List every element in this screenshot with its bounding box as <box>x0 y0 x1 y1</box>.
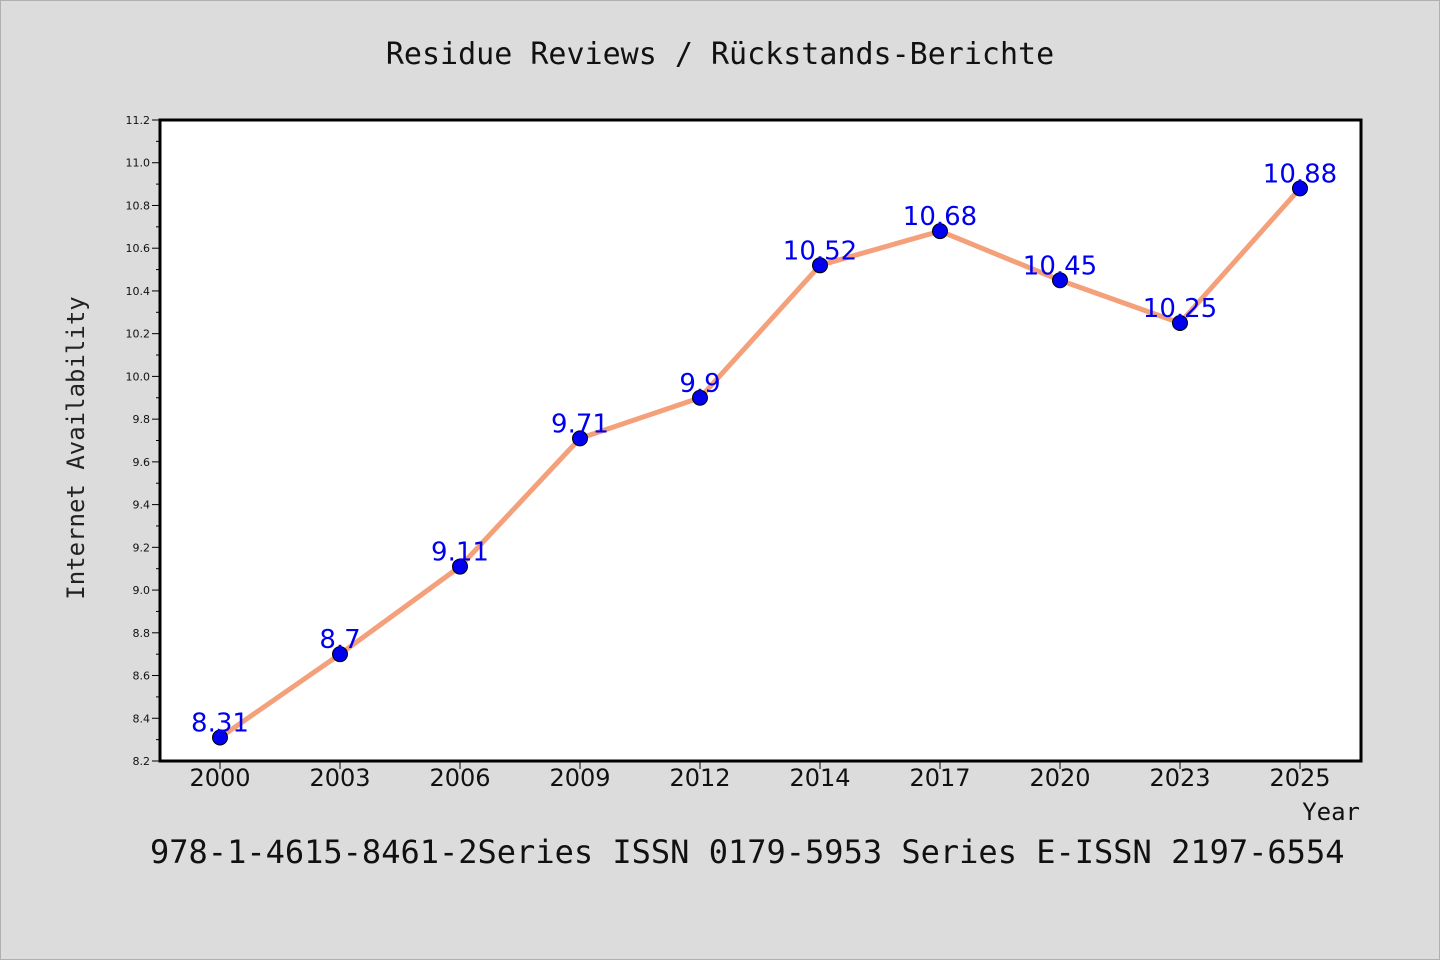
y-tick-label: 10.2 <box>126 328 151 341</box>
plot-area <box>158 118 1363 763</box>
data-point <box>572 430 588 447</box>
y-tick-label: 9.0 <box>133 584 151 597</box>
x-tick-label: 2020 <box>1029 764 1090 792</box>
x-tick-label: 2000 <box>189 764 250 792</box>
y-tick-label: 10.4 <box>126 285 151 298</box>
data-label: 8.31 <box>191 708 249 738</box>
data-label: 10.25 <box>1143 294 1217 324</box>
data-label: 10.68 <box>903 202 977 232</box>
x-tick-label: 2006 <box>429 764 490 792</box>
data-label: 10.45 <box>1023 251 1097 281</box>
y-tick-label: 9.6 <box>133 456 151 469</box>
y-tick-label: 10.6 <box>126 242 151 255</box>
y-tick-label: 11.2 <box>126 114 151 127</box>
x-axis-label: Year <box>1302 798 1360 826</box>
x-tick-label: 2025 <box>1269 764 1330 792</box>
data-label: 9.11 <box>431 538 489 568</box>
data-point <box>1052 272 1068 289</box>
y-tick-label: 11.0 <box>126 157 151 170</box>
x-axis-ticks: 2000 2003 2006 2009 2012 2014 2017 2020 2023 2025 <box>189 761 1331 792</box>
data-label: 10.52 <box>783 236 857 266</box>
data-point <box>452 558 468 575</box>
x-tick-label: 2014 <box>789 764 850 792</box>
y-tick-label: 10.0 <box>126 370 151 383</box>
x-tick-label: 2023 <box>1149 764 1210 792</box>
data-labels: 8.31 8.7 9.11 9.71 9.9 10.52 10.68 10.45 10.25 10… <box>191 159 1337 738</box>
x-tick-label: 2017 <box>909 764 970 792</box>
data-label: 8.7 <box>319 625 360 655</box>
data-point <box>332 646 348 663</box>
y-tick-label: 8.8 <box>133 627 151 640</box>
data-point <box>1292 180 1308 197</box>
data-points <box>212 180 1308 746</box>
chart-title: Residue Reviews / Rückstands-Berichte <box>386 37 1054 72</box>
y-tick-label: 9.2 <box>133 541 151 554</box>
data-label: 10.88 <box>1263 159 1337 189</box>
y-axis-ticks: 8.2 8.4 8.6 8.8 9.0 9.2 9.4 9.6 9.8 10.0 10.2 10.4 1… <box>126 114 160 768</box>
data-label: 9.9 <box>679 369 720 399</box>
y-axis-label: Internet Availability <box>62 296 90 599</box>
footer-isbn-text: 978-1-4615-8461-2Series ISSN 0179-5953 S… <box>150 833 1344 871</box>
data-point <box>932 223 948 240</box>
data-label: 9.71 <box>551 409 609 439</box>
y-tick-label: 8.6 <box>133 670 151 683</box>
y-tick-label: 9.4 <box>133 499 151 512</box>
data-point <box>1172 314 1188 331</box>
y-tick-label: 9.8 <box>133 413 151 426</box>
y-tick-label: 10.8 <box>126 199 151 212</box>
data-point <box>212 729 228 746</box>
y-tick-label: 8.4 <box>133 712 151 725</box>
x-tick-label: 2012 <box>669 764 730 792</box>
x-tick-label: 2003 <box>309 764 370 792</box>
data-point <box>812 257 828 274</box>
y-tick-label: 8.2 <box>133 755 151 768</box>
series-line-group <box>217 185 1303 740</box>
x-tick-label: 2009 <box>549 764 610 792</box>
series-line <box>217 185 1303 740</box>
data-point <box>692 389 708 406</box>
